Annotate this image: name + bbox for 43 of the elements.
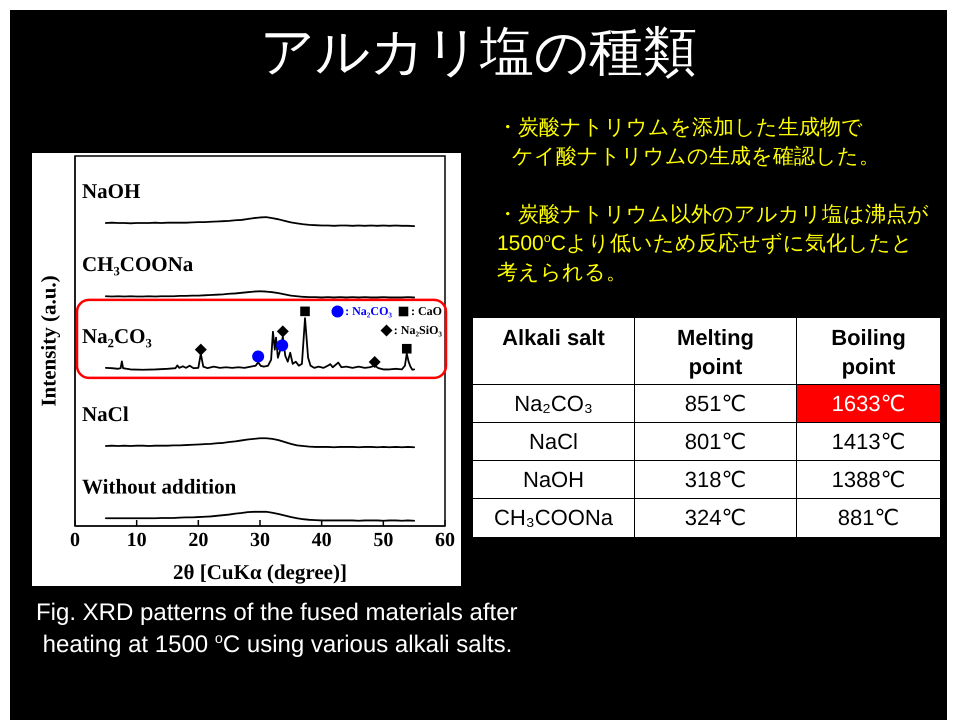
category-label: CH₃COONa	[473, 499, 635, 537]
text: ・炭酸ナトリウムを添加した生成物でケイ酸ナトリウムの生成を確認した。	[497, 115, 880, 170]
legend-label: : Na₂CO₃	[345, 302, 392, 320]
point	[252, 350, 264, 362]
x-tick-label: 20	[188, 529, 208, 552]
point	[402, 344, 412, 354]
series-label: NaOH	[82, 179, 140, 204]
x-tick-label: 40	[312, 529, 332, 552]
legend-label: : CaO	[411, 302, 442, 320]
data-label: 1413℃	[797, 423, 940, 461]
x-tick-label: 10	[126, 529, 147, 552]
series-label: Na₂CO₃	[82, 324, 152, 348]
point	[300, 306, 310, 316]
text: Alkali salt	[473, 318, 635, 385]
series-label: Without addition	[82, 474, 237, 498]
series-label: Boiling point	[830, 324, 907, 381]
x-tick-label: 0	[70, 529, 80, 552]
x-tick-label: 60	[435, 529, 455, 552]
y-axis-title: Intensity (a.u.)	[36, 275, 60, 407]
x-axis-title: 2θ [CuKα (degree)]	[173, 560, 347, 584]
legend-label: : Na₂SiO₃	[394, 322, 442, 338]
point	[276, 339, 288, 352]
data-label: 801℃	[635, 423, 797, 461]
data-label: 324℃	[635, 499, 797, 537]
series-label: NaCl	[82, 402, 129, 426]
data-label: 1633℃	[797, 385, 940, 423]
point	[368, 356, 381, 368]
chart-title: アルカリ塩の種類	[259, 22, 698, 82]
x-tick-label: 30	[250, 529, 270, 552]
category-label: Na₂CO₃	[473, 385, 635, 423]
category-label: NaCl	[473, 423, 635, 461]
category-label: NaOH	[473, 461, 635, 499]
data-label: 881℃	[797, 499, 940, 537]
data-label: 318℃	[635, 461, 797, 499]
data-label: 851℃	[635, 385, 797, 423]
series-label: Melting point	[676, 324, 755, 381]
data-label: 1388℃	[797, 461, 940, 499]
point	[276, 325, 289, 338]
text: ・炭酸ナトリウム以外のアルカリ塩は沸点が1500$^{o}$Cより低いため反応せずに気化したと考えられる。	[497, 202, 930, 286]
text: Fig. XRD patterns of the fused materials after heating at 1500 $^{o}$C using various alkali salts.	[36, 598, 519, 660]
series-label: CH₃COONa	[82, 252, 194, 276]
point	[194, 344, 207, 356]
x-tick-label: 50	[373, 529, 394, 552]
